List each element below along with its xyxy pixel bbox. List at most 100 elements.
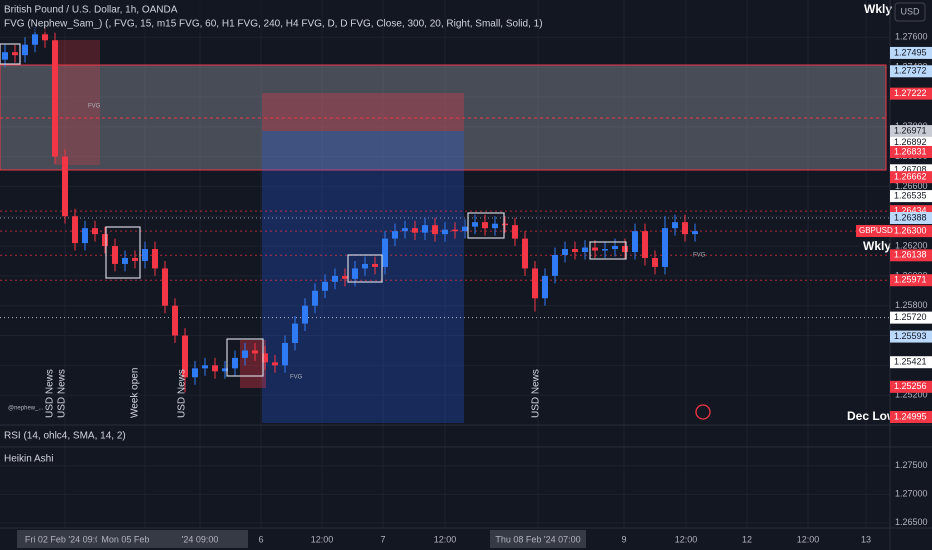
price-label: 1.27495 (894, 47, 927, 57)
fvg-label: FVG (88, 104, 101, 110)
candle-body (682, 222, 688, 235)
price-label-bg (890, 125, 932, 138)
candles (2, 26, 698, 393)
indicator-label: FVG (Nephew_Sam_) (, FVG, 15, m15 FVG, 6… (4, 19, 543, 30)
candle-body (392, 231, 398, 239)
candle-body (602, 249, 608, 251)
x-tick-label: Fri 02 Feb '24 09:00 (25, 534, 105, 544)
candle-body (252, 350, 258, 354)
candle-body (182, 335, 188, 378)
news-label: Week open (130, 368, 141, 418)
candle-body (212, 365, 218, 372)
price-label: 1.26138 (894, 250, 927, 260)
candle-body (562, 249, 568, 255)
price-label: 1.25593 (894, 331, 927, 341)
price-label-bg (890, 212, 932, 225)
price-label: 1.26971 (894, 125, 927, 135)
news-label: USD News (531, 369, 542, 418)
candle-body (282, 342, 288, 366)
x-tick-label: 12:00 (797, 534, 820, 544)
price-label: 1.25971 (894, 275, 927, 285)
time-highlight (152, 530, 248, 548)
candle-body (102, 234, 108, 247)
x-tick-label: 6 (258, 534, 263, 544)
price-label: 1.25421 (894, 357, 927, 367)
price-label: 1.27372 (894, 66, 927, 76)
candle-body (592, 247, 598, 251)
candle-body (172, 305, 178, 336)
price-label: 1.26535 (894, 190, 927, 200)
x-tick-label: 9 (621, 534, 626, 544)
candle-body (2, 52, 8, 60)
fvg-boxes (0, 43, 627, 377)
price-label: 1.25256 (894, 381, 927, 391)
candle-body (242, 350, 248, 358)
x-tick-label: 13 (861, 534, 871, 544)
x-tick-label: 12 (742, 534, 752, 544)
time-highlight (17, 530, 113, 548)
news-label: USD News (177, 369, 188, 418)
fvg-box (467, 212, 505, 239)
candle-body (202, 365, 208, 369)
x-tick-label: 12:00 (311, 534, 334, 544)
candle-body (362, 263, 368, 269)
candle-body (292, 323, 298, 343)
price-label: 1.26892 (894, 137, 927, 147)
candle-body (692, 231, 698, 235)
news-label: USD News (45, 369, 56, 418)
price-label: 1.26300 (894, 226, 927, 236)
price-label-bg (890, 46, 932, 59)
candle-body (472, 222, 478, 227)
symbol-bg (856, 225, 890, 237)
candle-body (112, 246, 118, 264)
fvg-box (105, 226, 141, 279)
price-label-bg (890, 65, 932, 78)
price-label-bg (890, 190, 932, 203)
candle-body (162, 268, 168, 306)
fvg-box (0, 43, 21, 65)
price-label: 1.26388 (894, 212, 927, 222)
candle-body (152, 249, 158, 269)
currency: USD (900, 6, 920, 16)
y-tick-label: 1.27600 (895, 32, 928, 42)
y-tick-label: 1.25800 (895, 300, 928, 310)
price-label: 1.27222 (894, 88, 927, 98)
alert-icon[interactable] (695, 404, 711, 420)
candle-body (22, 44, 28, 56)
wkly-label: Wkly (864, 2, 892, 16)
y-tick-label: 1.26600 (895, 181, 928, 191)
small-zone (240, 340, 266, 388)
candle-body (662, 228, 668, 267)
ha-label: Heikin Ashi (4, 454, 53, 465)
candle-body (572, 249, 578, 253)
candle-body (612, 246, 618, 250)
candle-body (332, 275, 338, 282)
price-label-bg (890, 311, 932, 324)
candle-body (122, 257, 128, 264)
candle-body (32, 34, 38, 45)
price-label-bg (890, 87, 932, 100)
target-zone (262, 131, 464, 423)
currency-button[interactable] (894, 2, 926, 22)
candle-body (622, 246, 628, 253)
price-label-bg (890, 249, 932, 262)
news-label: USD News (57, 369, 68, 418)
x-tick-label: 7 (380, 534, 385, 544)
fvg-label: FVG (693, 253, 706, 259)
y-tick-label: 1.26500 (895, 517, 928, 527)
candle-body (532, 268, 538, 299)
candle-body (342, 275, 348, 279)
candle-body (482, 222, 488, 229)
candle-body (142, 249, 148, 261)
candle-body (262, 353, 268, 363)
price-label-bg (890, 356, 932, 369)
fvg-label: FVG (290, 375, 303, 381)
fvg-box (226, 338, 264, 377)
price-label: 1.26831 (894, 146, 927, 156)
candle-body (272, 362, 278, 366)
candle-body (492, 223, 498, 229)
fvg-zone-red (55, 40, 100, 165)
candle-body (402, 228, 408, 232)
y-tick-label: 1.27500 (895, 460, 928, 470)
x-tick-label: Mon 05 Feb '24 00:00 (101, 534, 188, 544)
